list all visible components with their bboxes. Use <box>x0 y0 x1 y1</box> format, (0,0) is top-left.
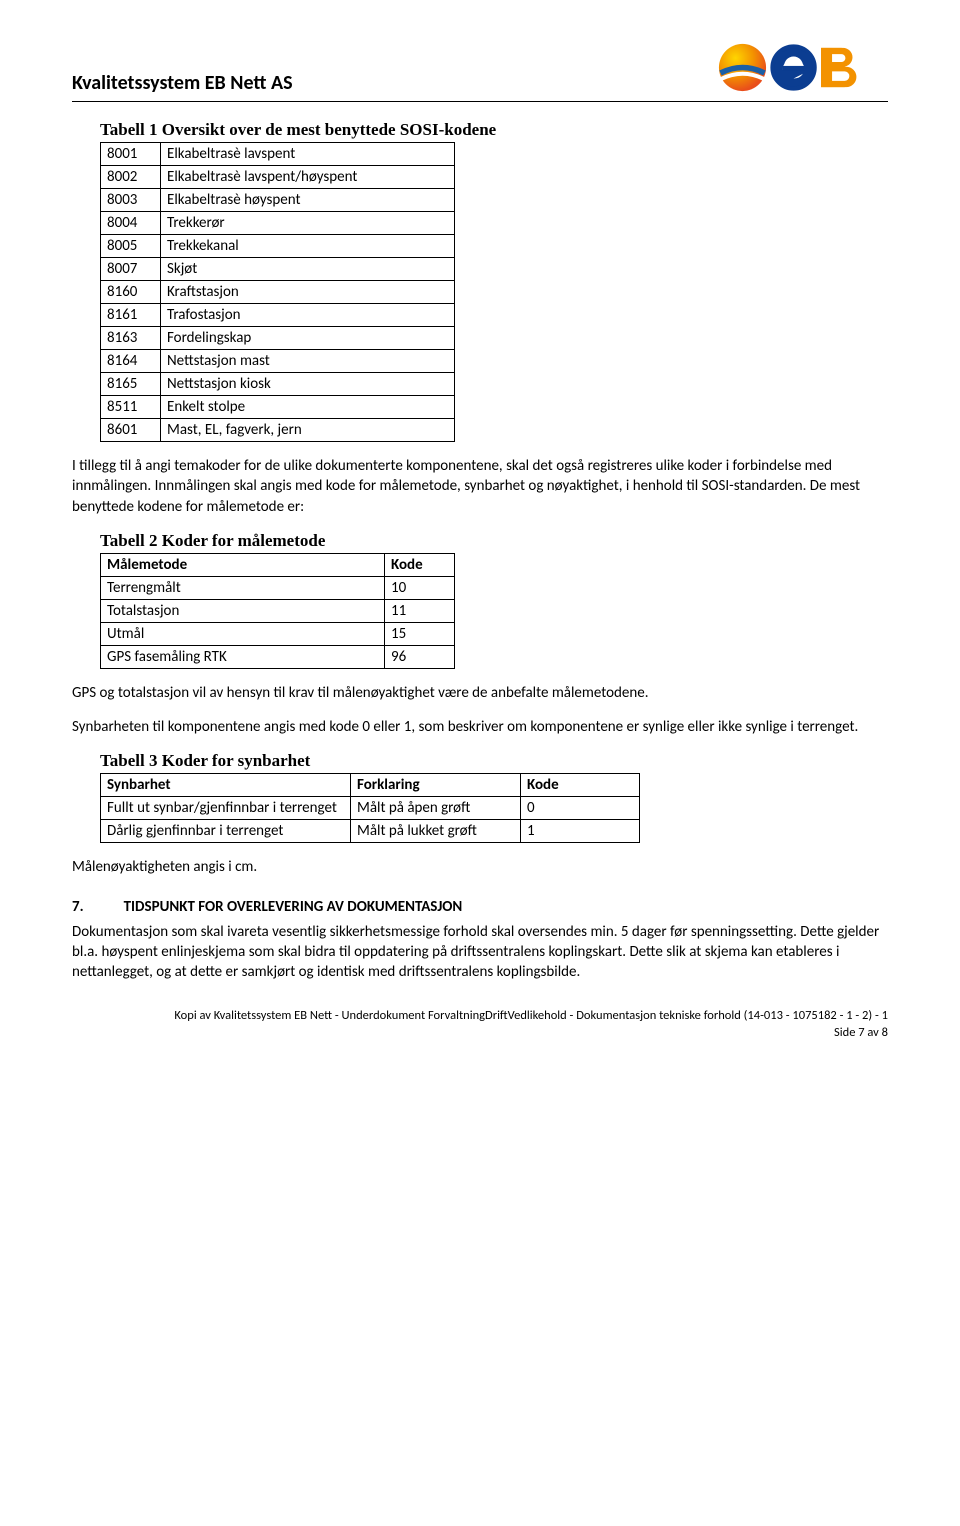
table1-code: 8164 <box>101 350 161 373</box>
table-row: 8002Elkabeltrasè lavspent/høyspent <box>101 166 455 189</box>
table-row: 8001Elkabeltrasè lavspent <box>101 143 455 166</box>
table2-c2: 15 <box>385 622 455 645</box>
table1-code: 8601 <box>101 419 161 442</box>
paragraph-5: Dokumentasjon som skal ivareta vesentlig… <box>72 922 888 983</box>
paragraph-3: Synbarheten til komponentene angis med k… <box>72 717 888 737</box>
table-row: 8163Fordelingskap <box>101 327 455 350</box>
table1-code: 8161 <box>101 304 161 327</box>
table1-code: 8007 <box>101 258 161 281</box>
table2-caption: Tabell 2 Koder for målemetode <box>72 531 888 551</box>
table1-desc: Mast, EL, fagverk, jern <box>161 419 455 442</box>
table-row: 8601Mast, EL, fagverk, jern <box>101 419 455 442</box>
table1-code: 8002 <box>101 166 161 189</box>
table2-head-c2: Kode <box>385 553 455 576</box>
table3-c2: Målt på åpen grøft <box>351 797 521 820</box>
table-row: Totalstasjon11 <box>101 599 455 622</box>
table3-synbarhet: Synbarhet Forklaring Kode Fullt ut synba… <box>100 773 640 843</box>
table3-head-c2: Forklaring <box>351 774 521 797</box>
table2-c2: 11 <box>385 599 455 622</box>
table1-code: 8160 <box>101 281 161 304</box>
page-header: Kvalitetssystem EB Nett AS <box>72 40 888 102</box>
paragraph-1: I tillegg til å angi temakoder for de ul… <box>72 456 888 517</box>
table-row: Dårlig gjenfinnbar i terrengetMålt på lu… <box>101 820 640 843</box>
table1-code: 8511 <box>101 396 161 419</box>
table1-desc: Elkabeltrasè lavspent <box>161 143 455 166</box>
table2-c2: 96 <box>385 645 455 668</box>
paragraph-2: GPS og totalstasjon vil av hensyn til kr… <box>72 683 888 703</box>
eb-logo-icon <box>715 40 888 95</box>
table2-c1: Totalstasjon <box>101 599 385 622</box>
table1-code: 8004 <box>101 212 161 235</box>
header-title: Kvalitetssystem EB Nett AS <box>72 71 293 95</box>
footer-line-2: Side 7 av 8 <box>72 1025 888 1042</box>
table3-c3: 1 <box>521 820 640 843</box>
table3-caption: Tabell 3 Koder for synbarhet <box>72 751 888 771</box>
table-row: 8165Nettstasjon kiosk <box>101 373 455 396</box>
table1-desc: Elkabeltrasè høyspent <box>161 189 455 212</box>
table-row: Utmål15 <box>101 622 455 645</box>
table1-code: 8165 <box>101 373 161 396</box>
section-7-number: 7. <box>72 898 84 916</box>
table3-c3: 0 <box>521 797 640 820</box>
table1-caption: Tabell 1 Oversikt over de mest benyttede… <box>72 120 888 140</box>
table1-desc: Trafostasjon <box>161 304 455 327</box>
table3-head-c1: Synbarhet <box>101 774 351 797</box>
table2-c1: GPS fasemåling RTK <box>101 645 385 668</box>
table1-code: 8001 <box>101 143 161 166</box>
paragraph-4: Målenøyaktigheten angis i cm. <box>72 857 888 877</box>
table2-malemetode: Målemetode Kode Terrengmålt10Totalstasjo… <box>100 553 455 669</box>
table2-head-c1: Målemetode <box>101 553 385 576</box>
table-row: 8511Enkelt stolpe <box>101 396 455 419</box>
table-row: 8161Trafostasjon <box>101 304 455 327</box>
table1-sosi-codes: 8001Elkabeltrasè lavspent8002Elkabeltras… <box>100 142 455 442</box>
table-row: 8164Nettstasjon mast <box>101 350 455 373</box>
table1-desc: Kraftstasjon <box>161 281 455 304</box>
table2-c1: Terrengmålt <box>101 576 385 599</box>
section-7-title: TIDSPUNKT FOR OVERLEVERING AV DOKUMENTAS… <box>124 898 463 916</box>
table1-code: 8003 <box>101 189 161 212</box>
table1-desc: Fordelingskap <box>161 327 455 350</box>
table-row: GPS fasemåling RTK96 <box>101 645 455 668</box>
table1-code: 8005 <box>101 235 161 258</box>
table1-desc: Enkelt stolpe <box>161 396 455 419</box>
table1-desc: Trekkekanal <box>161 235 455 258</box>
table3-c1: Fullt ut synbar/gjenfinnbar i terrenget <box>101 797 351 820</box>
table-row: 8160Kraftstasjon <box>101 281 455 304</box>
table1-desc: Nettstasjon mast <box>161 350 455 373</box>
table1-desc: Trekkerør <box>161 212 455 235</box>
table2-c1: Utmål <box>101 622 385 645</box>
table3-head-c3: Kode <box>521 774 640 797</box>
page-footer: Kopi av Kvalitetssystem EB Nett - Underd… <box>72 1008 888 1042</box>
table-row: Terrengmålt10 <box>101 576 455 599</box>
table-row: 8003Elkabeltrasè høyspent <box>101 189 455 212</box>
table1-desc: Nettstasjon kiosk <box>161 373 455 396</box>
section-7-heading: 7. TIDSPUNKT FOR OVERLEVERING AV DOKUMEN… <box>72 898 888 916</box>
table1-code: 8163 <box>101 327 161 350</box>
table1-desc: Skjøt <box>161 258 455 281</box>
footer-line-1: Kopi av Kvalitetssystem EB Nett - Underd… <box>72 1008 888 1025</box>
table-row: 8004Trekkerør <box>101 212 455 235</box>
table-row: Fullt ut synbar/gjenfinnbar i terrengetM… <box>101 797 640 820</box>
table2-c2: 10 <box>385 576 455 599</box>
table1-desc: Elkabeltrasè lavspent/høyspent <box>161 166 455 189</box>
table-row: 8005Trekkekanal <box>101 235 455 258</box>
table-row: 8007Skjøt <box>101 258 455 281</box>
table3-c2: Målt på lukket grøft <box>351 820 521 843</box>
table3-c1: Dårlig gjenfinnbar i terrenget <box>101 820 351 843</box>
